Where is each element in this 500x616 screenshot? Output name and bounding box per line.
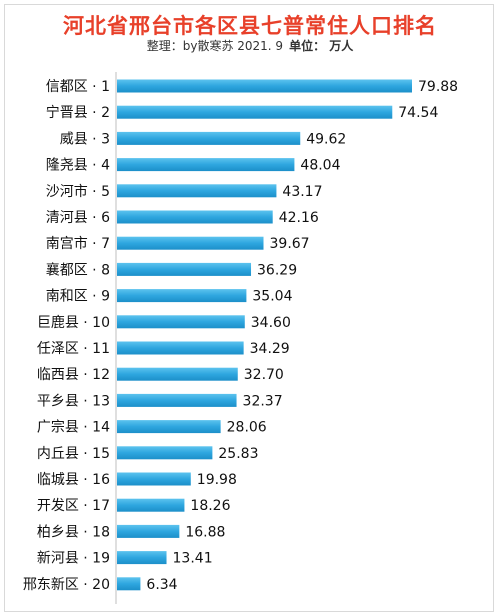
value-label: 16.88 bbox=[185, 524, 225, 540]
category-label: 威县 · 3 bbox=[60, 131, 110, 147]
chart-unit: 单位： 万人 bbox=[289, 39, 354, 53]
bar bbox=[117, 79, 412, 93]
bar bbox=[117, 551, 167, 565]
category-label: 襄都区 · 8 bbox=[46, 262, 110, 278]
category-label: 广宗县 · 14 bbox=[37, 420, 110, 436]
value-label: 32.70 bbox=[244, 367, 284, 383]
value-label: 39.67 bbox=[270, 236, 310, 252]
category-label: 隆尧县 · 4 bbox=[46, 158, 110, 174]
bar bbox=[117, 315, 245, 329]
category-label: 内丘县 · 15 bbox=[37, 446, 110, 462]
category-label: 临城县 · 16 bbox=[37, 472, 110, 488]
bar bbox=[117, 472, 191, 486]
category-label: 柏乡县 · 18 bbox=[37, 524, 110, 540]
category-label: 任泽区 · 11 bbox=[37, 341, 110, 357]
bar bbox=[117, 236, 264, 250]
bar bbox=[117, 498, 185, 512]
value-label: 74.54 bbox=[398, 105, 438, 121]
value-label: 79.88 bbox=[418, 79, 458, 95]
category-label: 信都区 · 1 bbox=[46, 79, 110, 95]
value-label: 35.04 bbox=[252, 289, 292, 305]
category-label: 宁晋县 · 2 bbox=[46, 104, 110, 121]
bar bbox=[117, 577, 141, 591]
category-label: 平乡县 · 13 bbox=[37, 393, 110, 409]
bar bbox=[117, 446, 213, 460]
value-label: 28.06 bbox=[227, 420, 267, 436]
category-label: 邢东新区 · 20 bbox=[23, 577, 110, 593]
bar bbox=[117, 289, 247, 303]
bar bbox=[117, 105, 393, 119]
bar bbox=[117, 158, 295, 172]
value-label: 34.29 bbox=[250, 341, 290, 357]
value-label: 19.98 bbox=[197, 472, 237, 488]
value-label: 18.26 bbox=[190, 498, 230, 514]
category-label: 清河县 · 6 bbox=[46, 210, 110, 226]
bar bbox=[117, 420, 221, 434]
bar bbox=[117, 210, 273, 224]
value-label: 36.29 bbox=[257, 262, 297, 278]
bar bbox=[117, 131, 301, 145]
category-label: 南宫市 · 7 bbox=[46, 235, 110, 252]
value-label: 25.83 bbox=[218, 446, 258, 462]
value-label: 42.16 bbox=[279, 210, 319, 226]
value-label: 32.37 bbox=[243, 393, 283, 409]
chart-credit: 整理：by散寒苏 2021. 9 bbox=[146, 39, 284, 53]
chart-frame bbox=[4, 4, 494, 612]
value-label: 6.34 bbox=[146, 577, 177, 593]
category-label: 沙河市 · 5 bbox=[46, 183, 110, 200]
value-label: 49.62 bbox=[306, 131, 346, 147]
chart-title: 河北省邢台市各区县七普常住人口排名 bbox=[63, 14, 437, 38]
category-label: 开发区 · 17 bbox=[37, 498, 110, 514]
value-label: 34.60 bbox=[251, 315, 291, 331]
value-label: 13.41 bbox=[173, 551, 213, 567]
bar bbox=[117, 262, 252, 276]
bar bbox=[117, 367, 238, 381]
category-label: 南和区 · 9 bbox=[46, 289, 110, 305]
bar bbox=[117, 341, 244, 355]
bar bbox=[117, 393, 237, 407]
bar bbox=[117, 524, 180, 538]
category-label: 新河县 · 19 bbox=[37, 551, 110, 567]
category-label: 巨鹿县 · 10 bbox=[37, 314, 110, 331]
value-label: 43.17 bbox=[282, 184, 322, 200]
value-label: 48.04 bbox=[300, 158, 340, 174]
bar bbox=[117, 184, 277, 198]
chart-subtitle: 整理：by散寒苏 2021. 9 单位： 万人 bbox=[0, 37, 500, 54]
category-label: 临西县 · 12 bbox=[37, 367, 110, 383]
